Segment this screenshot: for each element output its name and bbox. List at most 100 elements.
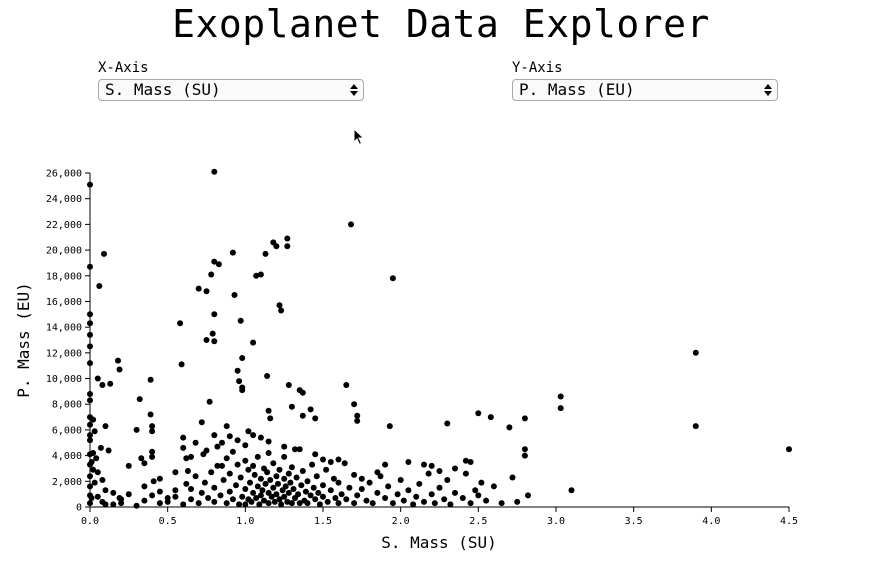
data-point (304, 478, 311, 485)
data-point (203, 337, 210, 343)
x-axis-title: S. Mass (SU) (381, 533, 497, 552)
data-point (557, 405, 564, 412)
data-point (351, 401, 358, 408)
data-point (116, 366, 123, 373)
data-point (281, 475, 288, 482)
data-point (521, 415, 528, 422)
y-axis-select[interactable]: P. Mass (EU) (512, 79, 778, 101)
data-point (265, 500, 272, 507)
data-point (88, 495, 95, 501)
data-point (281, 453, 288, 460)
data-point (267, 415, 274, 422)
x-tick-label: 2.5 (469, 516, 487, 527)
data-point (320, 482, 326, 489)
data-point (141, 460, 148, 467)
data-point (242, 501, 249, 508)
data-point (115, 357, 121, 364)
data-point (220, 477, 227, 483)
data-point (250, 462, 257, 469)
data-point (261, 497, 267, 504)
x-tick-label: 2.0 (392, 516, 410, 527)
data-point (405, 459, 412, 465)
data-point (462, 470, 469, 477)
data-point (307, 492, 314, 499)
data-point (99, 382, 106, 388)
data-point (267, 477, 274, 483)
data-point (382, 495, 389, 501)
data-point (87, 483, 93, 490)
y-tick-label: 8,000 (52, 400, 82, 411)
x-axis-selected-value: S. Mass (SU) (105, 80, 221, 99)
data-point (254, 483, 261, 490)
x-tick-label: 4.5 (780, 516, 798, 527)
data-point (692, 349, 699, 356)
data-point (288, 403, 295, 410)
data-point (242, 442, 249, 449)
data-point (394, 491, 401, 498)
data-point (478, 479, 485, 486)
data-point (310, 484, 317, 491)
data-point (312, 451, 319, 458)
data-point (462, 457, 469, 464)
data-point (354, 492, 361, 499)
data-point (292, 446, 298, 453)
data-point (452, 489, 458, 496)
data-point (217, 492, 224, 499)
data-point (229, 249, 236, 256)
data-point (498, 500, 505, 507)
x-axis-select[interactable]: S. Mass (SU) (98, 79, 364, 101)
data-point (188, 453, 194, 460)
data-point (475, 410, 482, 417)
data-point (195, 285, 202, 292)
data-point (209, 330, 216, 337)
data-point (557, 393, 564, 400)
data-point (87, 397, 93, 404)
data-point (156, 500, 163, 507)
data-point (141, 497, 148, 504)
data-point (180, 501, 187, 508)
data-points (87, 168, 792, 509)
y-tick-label: 18,000 (46, 271, 82, 282)
data-point (156, 488, 163, 495)
y-tick-label: 0 (76, 503, 82, 514)
data-point (101, 250, 107, 257)
data-point (257, 434, 264, 441)
data-point (327, 459, 334, 465)
data-point (257, 492, 264, 499)
data-point (96, 283, 103, 289)
data-point (271, 498, 278, 505)
x-tick-label: 1.5 (314, 516, 332, 527)
data-point (183, 455, 190, 462)
data-point (299, 412, 306, 419)
data-point (87, 331, 93, 338)
data-point (87, 320, 93, 327)
data-point (239, 493, 246, 500)
data-point (281, 443, 288, 450)
data-point (487, 414, 494, 421)
data-point (236, 501, 243, 508)
data-point (198, 489, 205, 496)
data-point (421, 498, 427, 505)
x-tick-label: 0.0 (81, 516, 99, 527)
data-point (447, 501, 454, 508)
data-point (320, 456, 326, 463)
data-point (389, 275, 396, 282)
data-point (421, 461, 427, 468)
data-point (147, 376, 154, 383)
data-point (226, 488, 233, 495)
x-axis-label: X-Axis (98, 60, 149, 76)
data-point (226, 470, 233, 477)
data-point (309, 461, 316, 468)
y-axis-selected-value: P. Mass (EU) (519, 80, 635, 99)
y-axis-title: P. Mass (EU) (14, 282, 33, 398)
data-point (692, 423, 699, 430)
data-point (192, 439, 199, 446)
up-down-arrows-icon (763, 81, 773, 99)
data-point (149, 453, 156, 460)
data-point (206, 398, 213, 405)
y-tick-label: 2,000 (52, 477, 82, 488)
data-point (382, 461, 389, 468)
data-point (441, 496, 448, 503)
data-point (184, 468, 191, 474)
data-point (276, 496, 283, 503)
